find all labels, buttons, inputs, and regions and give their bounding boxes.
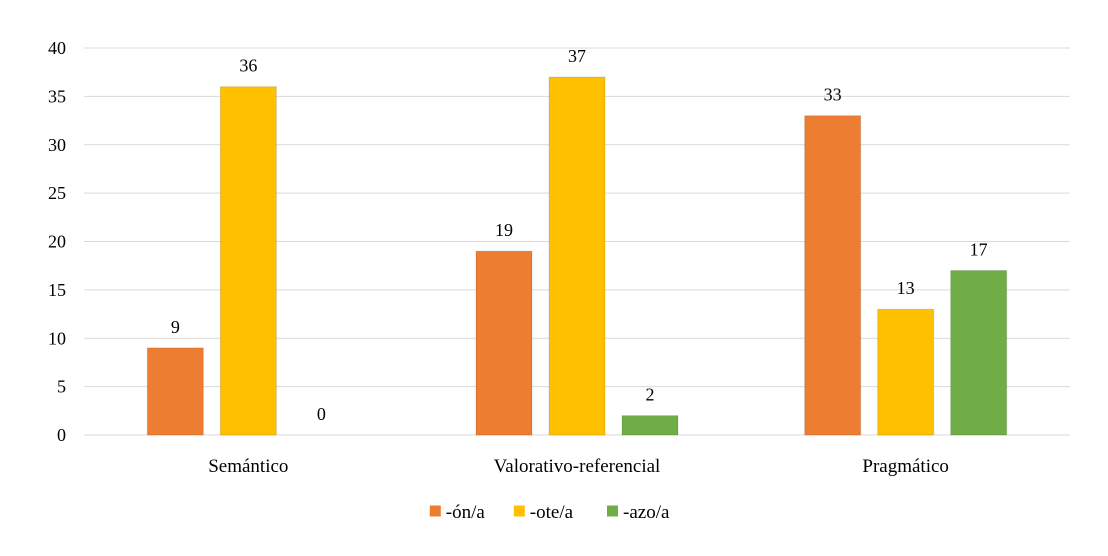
- data-label: 33: [824, 85, 842, 105]
- data-label: 2: [646, 385, 655, 405]
- y-axis-ticks: 0 5 10 15 20 25 30 35 40: [48, 38, 66, 445]
- data-label: 0: [317, 404, 326, 424]
- data-label: 37: [568, 46, 586, 66]
- y-tick-label: 15: [48, 280, 66, 300]
- legend-label: -ón/a: [446, 502, 486, 523]
- bars: [146, 76, 1008, 436]
- bar: [950, 270, 1008, 436]
- x-category-label: Pragmático: [862, 456, 949, 477]
- data-label: 17: [970, 240, 988, 260]
- y-tick-label: 30: [48, 135, 66, 155]
- bar: [219, 86, 277, 436]
- y-tick-label: 35: [48, 86, 66, 106]
- bar: [804, 115, 862, 436]
- y-tick-label: 0: [57, 425, 66, 445]
- bar: [146, 347, 204, 436]
- x-category-label: Semántico: [208, 456, 288, 477]
- data-label: 9: [171, 317, 180, 337]
- legend-swatch: [513, 505, 525, 517]
- bar: [621, 415, 679, 436]
- data-label: 19: [495, 220, 513, 240]
- legend-item: -ote/a: [513, 502, 574, 523]
- legend-swatch: [607, 505, 618, 517]
- legend-item: -azo/a: [607, 502, 670, 523]
- y-tick-label: 40: [48, 38, 66, 58]
- data-label: 36: [239, 56, 257, 76]
- data-label: 13: [897, 278, 915, 298]
- y-tick-label: 10: [48, 328, 66, 348]
- bar: [877, 308, 935, 436]
- data-labels: 9 36 0 19 37 2 33 13 17: [171, 46, 988, 424]
- legend-item: -ón/a: [429, 502, 486, 523]
- x-category-label: Valorativo-referencial: [494, 456, 661, 477]
- x-axis-categories: Semántico Valorativo-referencial Pragmátic…: [208, 456, 949, 477]
- legend-swatch: [429, 505, 441, 517]
- legend: -ón/a -ote/a -azo/a: [429, 502, 670, 523]
- y-tick-label: 25: [48, 183, 66, 203]
- bar: [475, 250, 533, 436]
- legend-label: -azo/a: [623, 502, 670, 523]
- y-tick-label: 20: [48, 232, 66, 252]
- legend-label: -ote/a: [530, 502, 574, 523]
- y-tick-label: 5: [57, 377, 66, 397]
- bar: [548, 76, 606, 436]
